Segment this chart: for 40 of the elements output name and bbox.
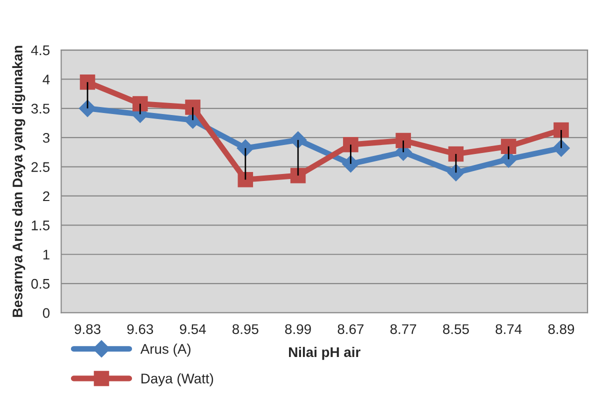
point [447,164,464,182]
y-axis-title: Besarnya Arus dan Daya yang digunakan [12,46,26,317]
legend-label: Arus (A) [140,344,190,357]
x-tick-label: 8.74 [496,324,522,334]
x-axis-title: Nilai pH air [289,346,360,360]
point [396,132,411,148]
y-tick-label: 2.5 [31,162,50,172]
point [236,140,254,157]
x-tick-label: 8.67 [338,324,364,334]
point [290,168,306,184]
y-tick-label: 2 [43,191,50,202]
point [78,100,96,117]
point [185,100,200,115]
point [554,122,569,138]
point [80,74,96,90]
x-tick-label: 8.89 [548,324,574,334]
point [132,96,148,112]
x-tick-label: 8.99 [285,324,311,334]
x-tick-label: 9.83 [74,324,100,334]
point [342,155,360,172]
point [552,140,570,157]
x-tick-label: 8.95 [232,324,258,334]
point [343,136,358,152]
y-tick-label: 4 [42,74,50,84]
x-tick-label: 9.54 [180,324,206,334]
x-tick-label: 8.77 [390,324,416,334]
point [448,146,464,162]
y-tick-label: 0 [42,308,50,318]
y-tick-label: 3 [42,132,50,143]
point [289,131,307,148]
point [500,138,516,154]
y-tick-label: 4.5 [31,46,50,56]
legend-label: Daya (Watt) [142,373,214,386]
y-tick-label: 1.5 [32,220,50,230]
y-tick-label: 3.5 [31,104,50,114]
x-tick-label: 8.55 [443,324,469,334]
y-tick-label: 1 [43,250,50,260]
x-tick-label: 9.63 [127,324,154,334]
y-tick-label: 0.5 [31,278,50,289]
point [238,172,254,188]
